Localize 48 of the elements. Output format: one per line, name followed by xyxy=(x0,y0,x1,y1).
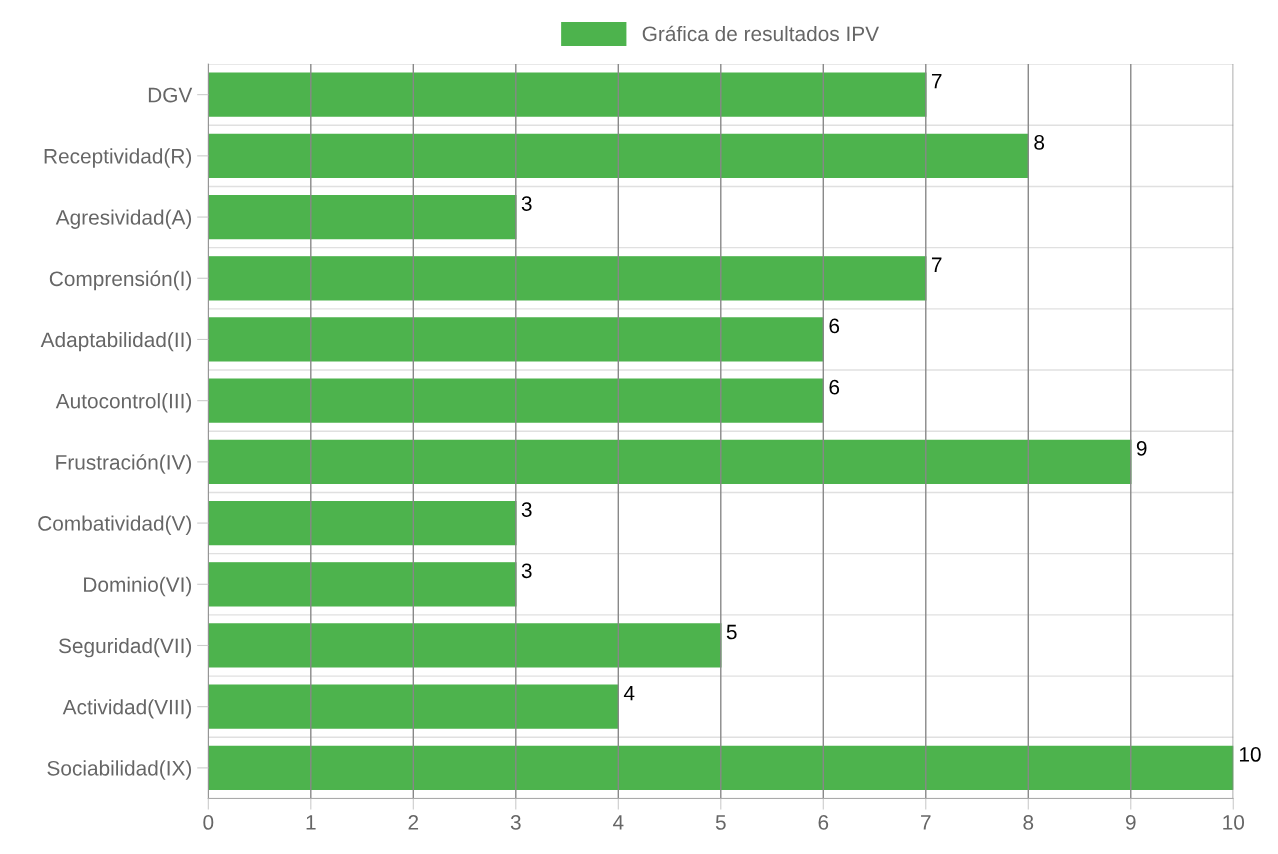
bar xyxy=(208,378,824,423)
y-tick-label: Dominio(VI) xyxy=(84,576,192,597)
bar xyxy=(208,72,927,117)
x-tick-label: 6 xyxy=(818,815,829,830)
bar xyxy=(208,256,927,301)
y-tick-label: Comprensión(I) xyxy=(49,270,192,291)
y-tick-label: Frustración(IV) xyxy=(56,454,192,474)
bar xyxy=(208,745,1234,791)
legend-label: Gráfica de resultados IPV xyxy=(642,25,879,42)
y-tick-label: DGV xyxy=(148,87,193,103)
data-label: 7 xyxy=(931,257,942,272)
data-label: 9 xyxy=(1136,441,1147,456)
data-label: 4 xyxy=(623,686,635,701)
data-label: 3 xyxy=(521,563,532,579)
x-tick-label: 7 xyxy=(921,815,931,830)
data-label: 6 xyxy=(829,318,840,334)
x-tick-label: 5 xyxy=(715,815,726,830)
data-label: 5 xyxy=(726,624,737,640)
bar xyxy=(208,133,1029,178)
bar xyxy=(208,500,517,546)
y-tick-label: Combatividad(V) xyxy=(38,515,192,535)
bar xyxy=(208,439,1132,484)
y-tick-label: Adaptabilidad(II) xyxy=(40,331,192,352)
x-tick-label: 8 xyxy=(1023,815,1034,830)
y-tick-label: Sociabilidad(IX) xyxy=(47,760,192,780)
bar xyxy=(208,562,517,607)
x-tick-label: 3 xyxy=(510,815,521,830)
data-label: 3 xyxy=(521,502,532,517)
data-label: 10 xyxy=(1239,747,1261,762)
y-tick-label: Autocontrol(III) xyxy=(55,393,192,413)
y-tick-label: Receptividad(R) xyxy=(44,148,192,168)
x-tick-label: 9 xyxy=(1125,815,1136,830)
x-tick-label: 0 xyxy=(203,815,214,830)
data-label: 7 xyxy=(931,74,942,89)
data-label: 8 xyxy=(1034,134,1045,150)
bar xyxy=(208,684,619,729)
x-tick-label: 4 xyxy=(612,815,624,830)
bar xyxy=(208,623,722,668)
y-tick-label: Actividad(VIII) xyxy=(62,699,192,719)
bar xyxy=(208,194,517,240)
data-label: 6 xyxy=(829,379,840,395)
x-tick-label: 10 xyxy=(1223,815,1245,830)
y-tick-label: Agresividad(A) xyxy=(55,209,192,229)
data-label: 3 xyxy=(521,196,532,211)
x-tick-label: 1 xyxy=(306,815,316,830)
x-tick-label: 2 xyxy=(408,815,419,830)
bar xyxy=(208,317,824,362)
y-tick-label: Seguridad(VII) xyxy=(58,637,192,658)
